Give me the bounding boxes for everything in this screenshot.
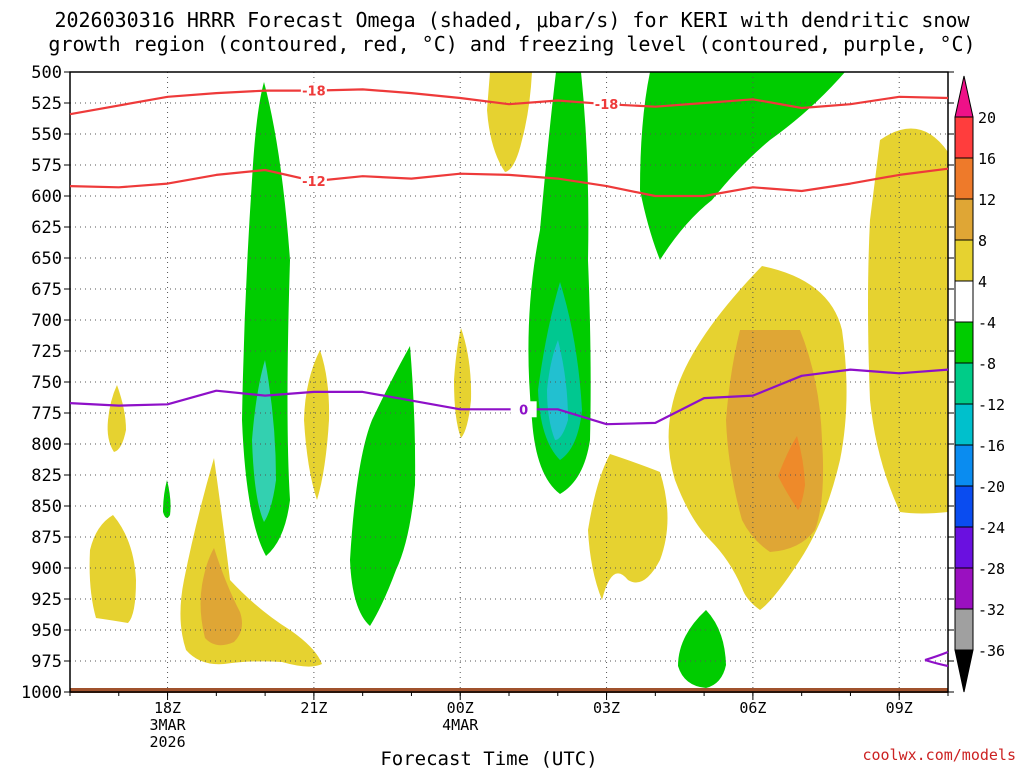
- chart-title-line-1: 2026030316 HRRR Forecast Omega (shaded, …: [54, 8, 970, 32]
- freezing-level-label: 0: [519, 403, 528, 418]
- y-tick-label: 650: [31, 249, 62, 269]
- omega-region-orange: [200, 548, 242, 646]
- contour-label-bg: [510, 401, 537, 418]
- shaded-omega-field: [89, 72, 948, 688]
- y-tick-label: 850: [31, 497, 62, 517]
- omega-region-yellow: [487, 72, 532, 172]
- y-tick-label: 825: [31, 466, 62, 486]
- colorbar-tick-label: 8: [978, 232, 987, 250]
- colorbar-tick-label: 4: [978, 273, 987, 291]
- freezing-level-fragment: [924, 650, 949, 668]
- y-tick-label: 675: [31, 280, 62, 300]
- omega-region-darkorange: [778, 436, 805, 510]
- y-tick-label: 975: [31, 652, 62, 672]
- y-tick-label: 525: [31, 94, 62, 114]
- colorbar-tick-label: -28: [978, 560, 1005, 578]
- colorbar-tick-label: -32: [978, 601, 1005, 619]
- contour-label-bg: [300, 173, 327, 190]
- colorbar-swatch: [954, 526, 974, 569]
- x-tick-label: 2026: [149, 733, 185, 751]
- colorbar-bottom-arrow: [954, 649, 974, 693]
- omega-region-yellow: [89, 515, 136, 623]
- omega-region-yellow: [107, 385, 126, 452]
- colorbar-swatch: [954, 567, 974, 610]
- omega-region-green: [163, 480, 171, 518]
- colorbar-swatch: [954, 608, 974, 651]
- dendritic-bottom-label: -12: [302, 175, 326, 190]
- y-tick-label: 775: [31, 404, 62, 424]
- chart-title-line-2: growth region (contoured, red, °C) and f…: [48, 32, 976, 56]
- y-tick-label: 550: [31, 125, 62, 145]
- omega-region-green: [350, 346, 416, 626]
- grid: [70, 72, 948, 692]
- omega-region-cyan: [252, 360, 276, 522]
- omega-region-cyan: [547, 340, 568, 440]
- colorbar-tick-label: -8: [978, 355, 996, 373]
- y-tick-label: 700: [31, 311, 62, 331]
- x-tick-label: 21Z: [300, 699, 327, 717]
- colorbar-swatch: [954, 239, 974, 282]
- colorbar-swatch: [954, 444, 974, 487]
- colorbar-tick-label: -24: [978, 519, 1005, 537]
- y-tick-label: 625: [31, 218, 62, 238]
- colorbar-tick-label: 16: [978, 150, 996, 168]
- y-tick-label: 500: [31, 63, 62, 83]
- colorbar-tick-label: -4: [978, 314, 996, 332]
- y-tick-label: 600: [31, 187, 62, 207]
- freezing-level-contour: [69, 368, 949, 426]
- colorbar-swatch: [954, 485, 974, 528]
- axes: 500 525 550 575 600 625 650 675 700 725 750 775 800 8…: [21, 63, 954, 768]
- dendritic-top-contour: [69, 88, 949, 116]
- dendritic-bottom-contour: [69, 167, 949, 198]
- omega-region-yellow: [304, 350, 330, 500]
- contours: -18 -18 -12 0: [69, 82, 949, 668]
- colorbar-swatch: [954, 116, 974, 159]
- x-tick-label: 06Z: [739, 699, 766, 717]
- credit-text: coolwx.com/models: [862, 746, 1016, 764]
- colorbar-swatch: [954, 280, 974, 323]
- y-tick-label: 1000: [21, 683, 62, 703]
- x-tick-label: 3MAR: [149, 716, 186, 734]
- y-tick-label: 575: [31, 156, 62, 176]
- colorbar-tick-label: -36: [978, 642, 1005, 660]
- y-tick-label: 750: [31, 373, 62, 393]
- colorbar-swatch: [954, 403, 974, 446]
- x-tick-label: 4MAR: [442, 716, 479, 734]
- x-axis-label: Forecast Time (UTC): [380, 748, 597, 768]
- omega-region-yellow: [868, 128, 948, 514]
- contour-label-bg: [300, 82, 327, 99]
- y-tick-label: 800: [31, 435, 62, 455]
- dendritic-top-label: -18: [302, 85, 326, 100]
- colorbar-swatch: [954, 157, 974, 200]
- x-tick-label: 18Z: [154, 699, 181, 717]
- omega-region-yellow: [454, 328, 472, 438]
- ground-surface: [70, 688, 948, 693]
- colorbar-tick-label: -16: [978, 437, 1005, 455]
- dendritic-top-label: -18: [595, 98, 619, 113]
- y-tick-label: 925: [31, 590, 62, 610]
- y-tick-label: 950: [31, 621, 62, 641]
- omega-region-green: [640, 72, 845, 260]
- colorbar-swatch: [954, 362, 974, 405]
- x-tick-label: 09Z: [886, 699, 913, 717]
- colorbar-tick-label: -12: [978, 396, 1005, 414]
- x-tick-label: 00Z: [447, 699, 474, 717]
- omega-region-yellow: [588, 454, 668, 600]
- y-tick-label: 725: [31, 342, 62, 362]
- colorbar-swatch: [954, 198, 974, 241]
- colorbar-top-arrow: [954, 75, 974, 118]
- colorbar-tick-label: 12: [978, 191, 996, 209]
- y-tick-label: 900: [31, 559, 62, 579]
- y-tick-label: 875: [31, 528, 62, 548]
- colorbar-swatch: [954, 321, 974, 364]
- colorbar-tick-label: -20: [978, 478, 1005, 496]
- x-tick-label: 03Z: [593, 699, 620, 717]
- contour-label-bg: [593, 96, 620, 113]
- colorbar-tick-label: 20: [978, 109, 996, 127]
- colorbar: 20 16 12 8 4 -4 -8 -12 -16 -20 -24 -28 -32 -36: [954, 75, 1005, 693]
- omega-region-green: [678, 610, 726, 688]
